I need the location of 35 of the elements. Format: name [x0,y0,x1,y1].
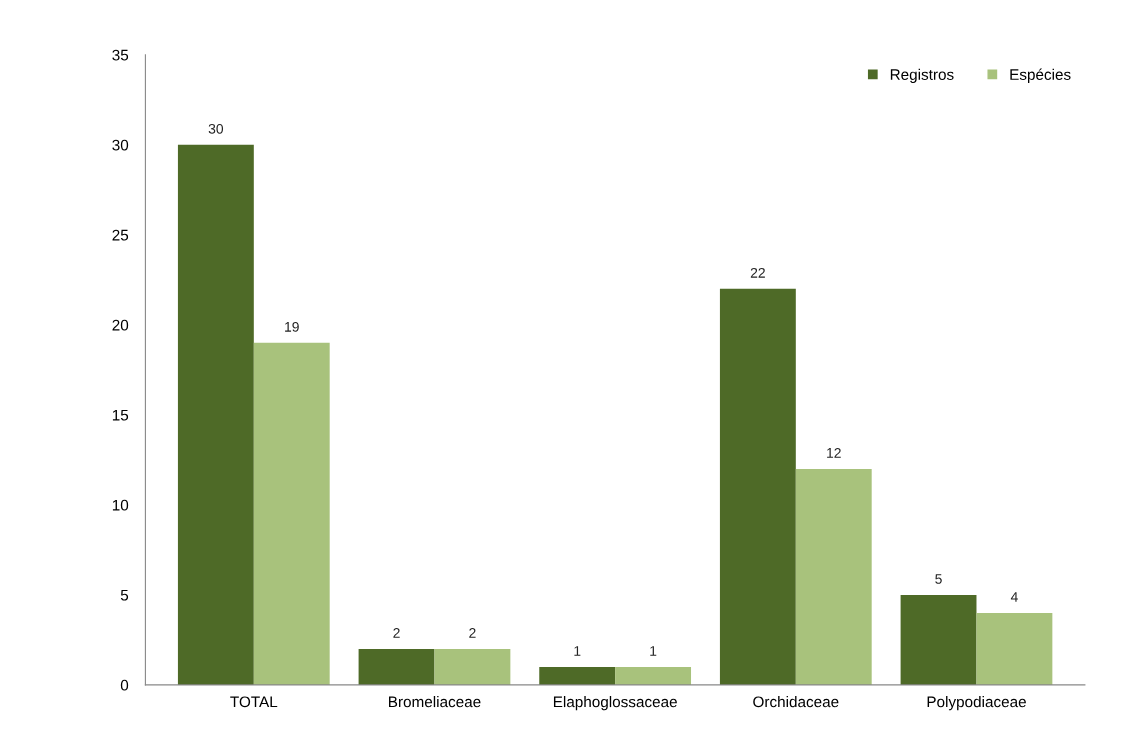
y-tick-label: 10 [112,499,129,511]
legend-label: Espécies [1010,68,1071,83]
x-tick-label: Bromeliaceae [389,696,481,708]
x-tick-label: Polypodiaceae [927,696,1026,711]
bar [900,594,977,685]
bar [358,648,435,685]
legend-label: Registros [890,68,954,83]
data-label: 12 [827,447,841,458]
bar [976,612,1053,685]
bar [795,468,872,685]
bar [615,666,692,685]
x-tick-label: TOTAL [230,696,278,708]
data-label: 2 [393,627,400,638]
x-tick-label: Elaphoglossaceae [553,696,677,711]
data-label: 2 [469,627,476,638]
y-tick-label: 35 [112,49,129,61]
bar [253,342,330,685]
bar [719,288,796,685]
y-tick-label: 30 [112,139,129,151]
data-label: 1 [574,646,581,656]
data-label: 5 [935,574,942,584]
y-tick-label: 25 [112,229,129,241]
bar [177,144,254,685]
data-label: 19 [285,321,299,332]
bar [434,648,511,685]
y-tick-label: 20 [112,319,129,331]
bar [539,666,616,685]
y-tick-label: 5 [120,589,129,601]
x-tick-label: Orchidaceae [753,696,839,708]
y-tick-label: 0 [120,679,129,691]
data-label: 22 [750,267,765,278]
data-label: 4 [1010,592,1018,602]
data-label: 30 [208,123,224,134]
y-tick-label: 15 [112,409,129,421]
data-label: 1 [650,646,657,656]
